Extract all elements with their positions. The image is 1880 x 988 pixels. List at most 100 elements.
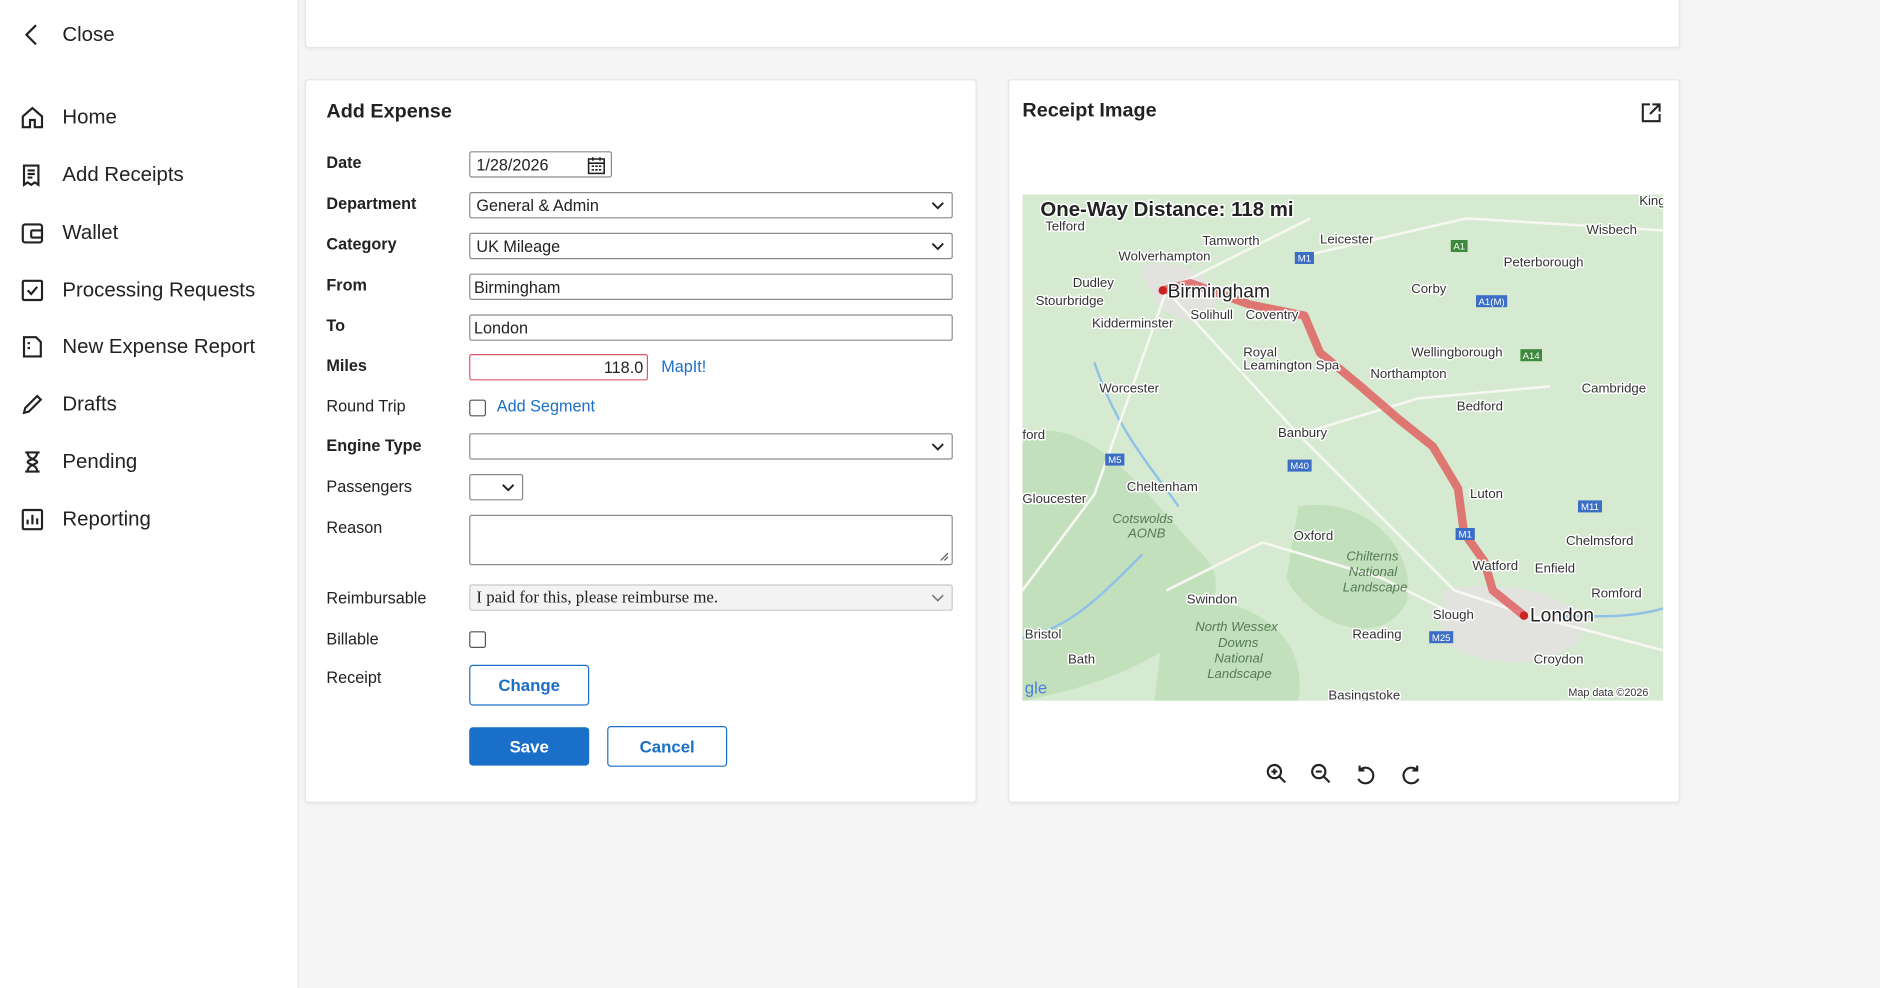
department-select[interactable]: General & Admin [469,192,953,219]
field-label: Date [326,153,362,172]
place-label: Dudley [1073,275,1114,290]
chevron [931,202,944,210]
nav-wallet[interactable]: Wallet [19,216,118,250]
area-label: National [1349,564,1398,579]
place-label: Watford [1472,558,1518,573]
change-button[interactable]: Change [469,664,590,706]
place-label: Bedford [1457,398,1503,413]
place-label: Romford [1591,586,1642,601]
place-label: Croydon [1534,652,1584,667]
place-label: Stourbridge [1036,293,1104,308]
add-segment-link[interactable]: Add Segment [496,397,595,416]
place-label: Gloucester [1022,491,1086,506]
road-badge: M40 [1290,461,1309,472]
place-label: Cheltenham [1127,479,1198,494]
place-label: Swindon [1187,592,1238,607]
close-button[interactable]: Close [19,18,115,52]
field-label: Passengers [326,477,412,496]
field-value: Birmingham [474,278,561,297]
from-input[interactable]: Birmingham [469,273,953,300]
reimbursable-select[interactable]: I paid for this, please reimburse me. [469,584,953,611]
save-button[interactable]: Save [469,727,590,766]
date-input[interactable]: 1/28/2026 [469,151,612,178]
round-trip-checkbox[interactable] [469,399,487,417]
chevron [931,443,944,451]
field-value: 1/28/2026 [476,156,549,174]
rotate-left[interactable] [1354,763,1378,787]
field-value: General & Admin [476,196,599,215]
category-select[interactable]: UK Mileage [469,232,953,260]
field-value: I paid for this, please reimburse me. [476,589,719,608]
zoom-in[interactable] [1265,762,1289,786]
place-label: Northampton [1370,366,1446,381]
map-attribution: Map data ©2026 [1568,687,1648,699]
card-title: Add Expense [326,100,452,123]
nav-pending[interactable]: Pending [19,445,137,479]
place-label: Wolverhampton [1118,248,1210,263]
nav-label: Home [62,105,117,129]
road-badge: M11 [1581,502,1599,513]
area-label: Cotswolds [1112,511,1173,526]
nav-new-report[interactable]: New Expense Report [19,330,255,364]
reason-textarea[interactable] [469,514,953,566]
billable-checkbox[interactable] [469,631,487,648]
field-value: UK Mileage [476,237,561,256]
field-label: From [326,276,367,294]
place-label: Banbury [1278,425,1328,440]
place-label: Bristol [1025,626,1062,641]
place-label: Luton [1470,486,1503,501]
passengers-select[interactable] [469,474,524,501]
nav-label: Add Receipts [62,163,184,186]
receipt-card: Receipt Image M1 A1 A1(M) A14 M5 M40 M11… [1008,79,1681,803]
place-label: Cambridge [1582,380,1647,395]
map-headline: One-Way Distance: 118 mi [1040,199,1293,221]
field-label: To [326,316,345,335]
rotate-right[interactable] [1399,763,1423,787]
place-label: Telford [1045,218,1085,233]
area-label: AONB [1127,526,1166,541]
place-label: Oxford [1294,528,1334,543]
chevron [931,242,944,251]
nav-label: Pending [62,450,138,473]
zoom-out[interactable] [1309,762,1333,786]
place-label: Birmingham [1168,282,1270,303]
area-label: North Wessex [1195,619,1278,634]
place-label: Kidderminster [1092,316,1174,331]
field-value: London [474,319,529,338]
nav-add-receipts[interactable]: Add Receipts [19,158,184,192]
nav-label: Drafts [62,392,117,416]
field-label: Miles [326,356,367,375]
place-label: Chelmsford [1566,533,1633,548]
place-label: Wisbech [1586,222,1637,237]
field-label: Category [326,235,397,254]
place-label: Leamington Spa [1243,358,1340,373]
nav-reporting[interactable]: Reporting [19,503,151,537]
cancel-button[interactable]: Cancel [607,726,728,767]
resize-handle [940,552,949,561]
nav-home[interactable]: Home [19,101,117,135]
chevron [502,484,515,492]
nav-processing[interactable]: Processing Requests [19,274,255,308]
place-label: Leicester [1320,232,1374,247]
field-label: Billable [326,630,379,648]
engine-type-select[interactable] [469,433,953,460]
calendar-icon [587,157,605,175]
field-label: Round Trip [326,397,406,416]
place-label: Tamworth [1202,233,1259,248]
map-terrain [1154,600,1300,701]
area-label: Chilterns [1346,548,1398,563]
mapit-link[interactable]: MapIt! [661,357,707,376]
to-input[interactable]: London [469,314,953,341]
top-card [304,0,1681,48]
open-external[interactable] [1640,102,1662,124]
miles-input[interactable]: 118.0 [469,354,648,381]
field-label: Reason [326,518,383,537]
place-label: Basingstoke [1328,688,1400,701]
place-label: Reading [1352,626,1401,641]
map-river [1022,362,1664,640]
nav-label: Wallet [62,220,119,244]
road-badge: M1 [1298,254,1311,265]
nav-drafts[interactable]: Drafts [19,388,117,422]
